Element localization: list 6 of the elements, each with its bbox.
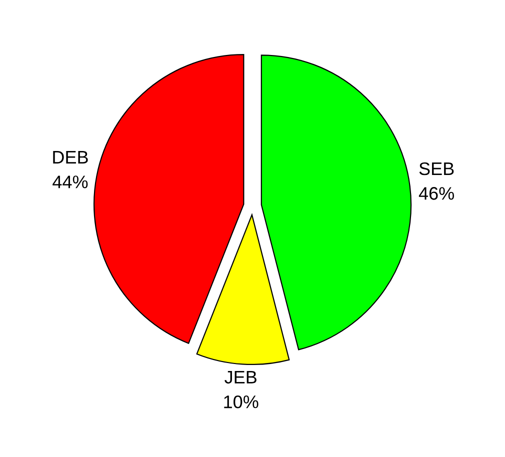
slice-label: DEB [53,151,88,164]
data-label: 10% [224,395,258,408]
data-label: 46% [418,187,454,200]
slice-label: SEB [419,162,454,176]
data-label: 44% [52,176,88,188]
slice-label: JEB [224,370,256,384]
